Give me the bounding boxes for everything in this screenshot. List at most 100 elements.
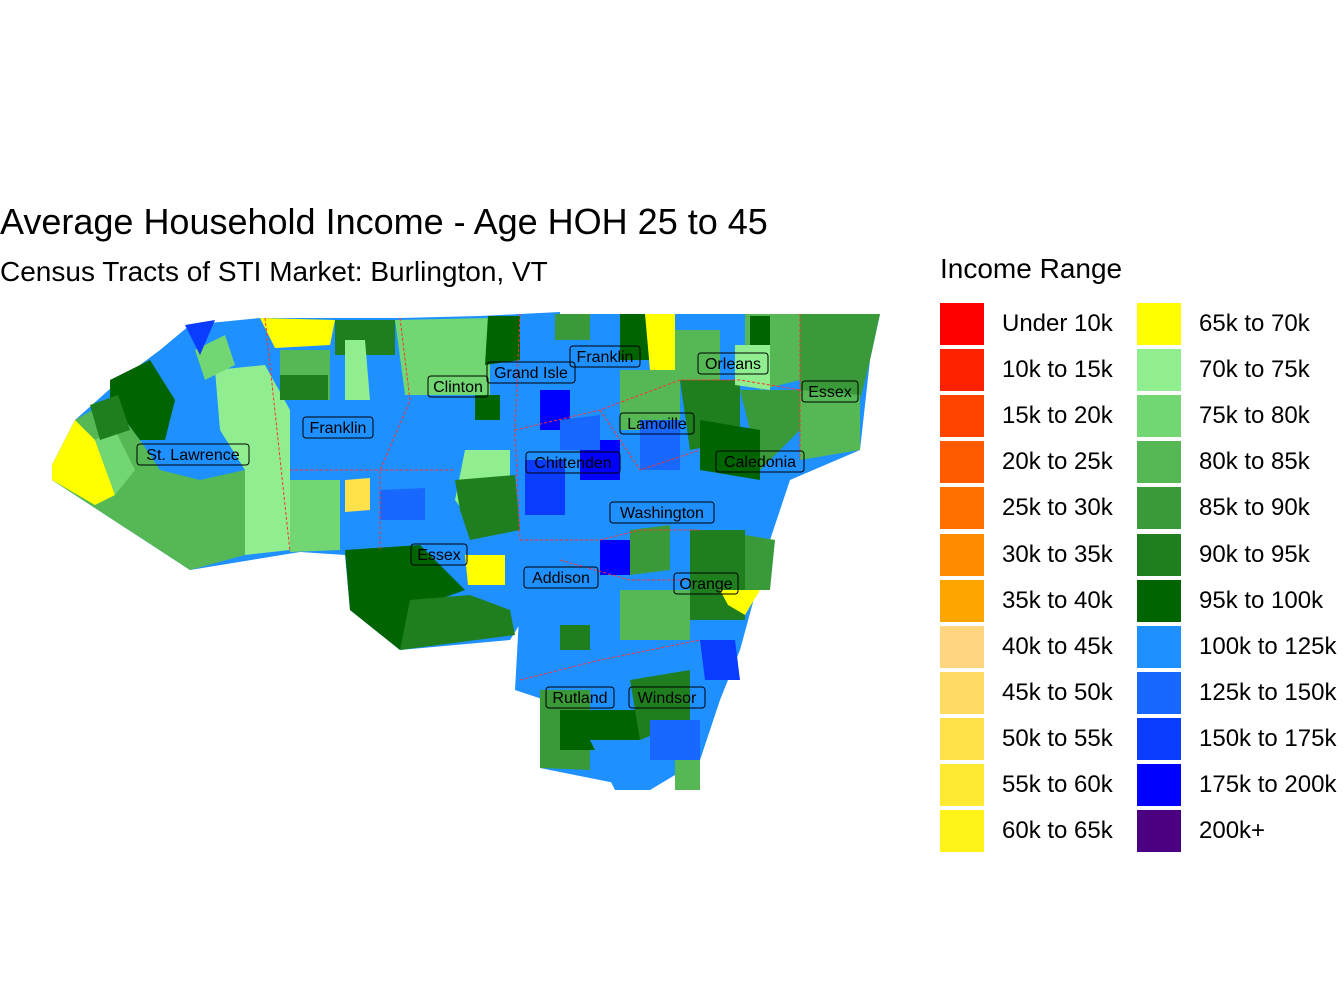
legend-label: Under 10k [1002, 310, 1113, 337]
legend-item: 150k to 175k [1137, 716, 1336, 762]
legend-item: 15k to 20k [940, 393, 1113, 439]
legend-item: 90k to 95k [1137, 532, 1310, 578]
legend-label: 175k to 200k [1199, 771, 1337, 798]
county-label-addison: Addison [523, 566, 599, 589]
legend-label: 55k to 60k [1002, 771, 1113, 798]
svg-text:Grand Isle: Grand Isle [494, 365, 568, 382]
county-label-lamoille: Lamoille [619, 412, 695, 435]
legend-item: 100k to 125k [1137, 624, 1336, 670]
legend-swatch [940, 441, 984, 484]
legend-item: 35k to 40k [940, 578, 1113, 624]
svg-text:Orleans: Orleans [705, 356, 761, 373]
svg-text:St. Lawrence: St. Lawrence [146, 447, 239, 464]
legend-swatch [1137, 441, 1181, 484]
legend-label: 85k to 90k [1199, 494, 1310, 522]
county-label-clinton: Clinton [427, 375, 489, 398]
census-tract-map: St. Lawrence Franklin Clinton Grand Isle… [52, 312, 880, 790]
legend-label: 200k+ [1199, 817, 1266, 845]
county-label-washington: Washington [609, 501, 715, 524]
legend-label: 75k to 80k [1199, 402, 1310, 430]
legend-label: 65k to 70k [1199, 310, 1310, 337]
county-boundaries [264, 313, 801, 681]
county-label-franklin-vt: Franklin [569, 345, 641, 368]
svg-text:Rutland: Rutland [552, 690, 607, 707]
legend-item: 50k to 55k [940, 716, 1113, 762]
legend-swatch [940, 671, 984, 714]
legend-item: 175k to 200k [1137, 762, 1336, 808]
legend-swatch [1137, 625, 1181, 668]
legend-item: 95k to 100k [1137, 578, 1323, 624]
svg-text:Franklin: Franklin [310, 420, 367, 437]
legend-label: 15k to 20k [1002, 402, 1113, 430]
county-label-essex-vt: Essex [801, 380, 859, 403]
legend-item: Under 10k [940, 301, 1113, 347]
legend-item: 30k to 35k [940, 532, 1113, 578]
legend-item: 25k to 30k [940, 485, 1113, 531]
svg-text:Essex: Essex [808, 384, 852, 401]
legend-label: 80k to 85k [1199, 448, 1310, 476]
legend-swatch [940, 487, 984, 530]
legend-label: 60k to 65k [1002, 817, 1113, 845]
legend-label: 150k to 175k [1199, 724, 1337, 752]
svg-text:Caledonia: Caledonia [724, 454, 796, 471]
legend-item: 55k to 60k [940, 762, 1113, 808]
legend-swatch [1137, 303, 1181, 345]
county-label-franklin-ny: Franklin [302, 416, 374, 439]
county-label-chittenden: Chittenden [525, 451, 621, 474]
legend-item: 60k to 65k [940, 808, 1113, 854]
legend-item: 80k to 85k [1137, 439, 1310, 485]
legend-label: 20k to 25k [1002, 448, 1113, 476]
svg-text:Lamoille: Lamoille [627, 416, 687, 433]
legend-item: 75k to 80k [1137, 393, 1310, 439]
legend-swatch [1137, 533, 1181, 576]
svg-text:Washington: Washington [620, 505, 704, 522]
county-label-essex-ny: Essex [410, 543, 468, 566]
map-subtitle: Census Tracts of STI Market: Burlington,… [0, 256, 548, 287]
svg-text:Windsor: Windsor [638, 690, 697, 707]
svg-text:Clinton: Clinton [433, 379, 483, 396]
county-label-grand-isle: Grand Isle [486, 361, 576, 384]
legend-title: Income Range [940, 253, 1123, 284]
svg-text:Chittenden: Chittenden [534, 455, 611, 472]
svg-text:Franklin: Franklin [577, 349, 634, 366]
legend-swatch [940, 810, 984, 853]
county-labels: St. Lawrence Franklin Clinton Grand Isle… [136, 345, 859, 709]
legend-swatch [1137, 671, 1181, 714]
svg-text:Essex: Essex [417, 547, 461, 564]
legend-swatch [1137, 717, 1181, 760]
legend-label: 40k to 45k [1002, 632, 1113, 660]
legend-label: 100k to 125k [1199, 632, 1337, 660]
legend-label: 10k to 15k [1002, 356, 1113, 384]
legend-swatch [1137, 395, 1181, 438]
county-label-orange: Orange [673, 572, 739, 595]
legend-swatch [940, 717, 984, 760]
legend-swatch [940, 395, 984, 438]
legend-item: 85k to 90k [1137, 485, 1310, 531]
svg-text:Orange: Orange [679, 576, 732, 593]
legend-swatch [940, 625, 984, 668]
legend-item: 200k+ [1137, 808, 1265, 854]
legend-label: 35k to 40k [1002, 586, 1113, 614]
legend-label: 30k to 35k [1002, 540, 1113, 568]
legend-swatch [1137, 810, 1181, 853]
legend-swatch [940, 303, 984, 345]
legend-item: 45k to 50k [940, 670, 1113, 716]
legend-swatch [940, 579, 984, 622]
legend-label: 70k to 75k [1199, 356, 1310, 384]
legend-label: 50k to 55k [1002, 724, 1113, 752]
map-title: Average Household Income - Age HOH 25 to… [0, 201, 768, 242]
legend-swatch [1137, 579, 1181, 622]
legend-label: 45k to 50k [1002, 678, 1113, 706]
legend-item: 125k to 150k [1137, 670, 1336, 716]
legend-swatch [940, 764, 984, 806]
county-label-orleans: Orleans [697, 352, 769, 375]
legend-label: 25k to 30k [1002, 494, 1113, 522]
legend-swatch [1137, 764, 1181, 806]
county-label-rutland: Rutland [545, 686, 615, 709]
legend-swatch [940, 533, 984, 576]
legend-item: 70k to 75k [1137, 347, 1310, 393]
legend-swatch [1137, 487, 1181, 530]
svg-text:Addison: Addison [532, 570, 590, 587]
legend-item: 10k to 15k [940, 347, 1113, 393]
legend-item: 65k to 70k [1137, 301, 1310, 347]
